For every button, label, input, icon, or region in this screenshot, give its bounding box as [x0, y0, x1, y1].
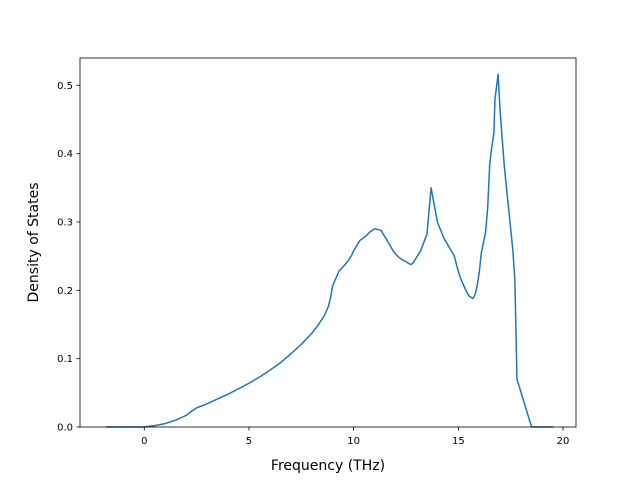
plot-area: [105, 73, 554, 428]
y-tick-label: 0.1: [57, 354, 73, 365]
y-tick-label: 0.0: [57, 423, 73, 434]
x-tick-label: 5: [246, 436, 252, 447]
x-tick-label: 20: [557, 436, 570, 447]
y-tick-label: 0.4: [57, 149, 73, 160]
y-axis: 0.0 0.1 0.2 0.3 0.4 0.5: [57, 81, 80, 434]
x-tick-label: 15: [452, 436, 465, 447]
x-axis-label: Frequency (THz): [271, 458, 385, 474]
x-tick-label: 0: [141, 436, 147, 447]
y-tick-label: 0.5: [57, 81, 73, 92]
y-tick-label: 0.3: [57, 218, 73, 229]
plot-frame: [79, 57, 577, 428]
x-tick-label: 10: [347, 436, 360, 447]
y-axis-label: Density of States: [26, 183, 42, 303]
x-axis: 0 5 10 15 20: [141, 427, 569, 447]
dos-line: [105, 73, 554, 428]
y-tick-label: 0.2: [57, 286, 73, 297]
